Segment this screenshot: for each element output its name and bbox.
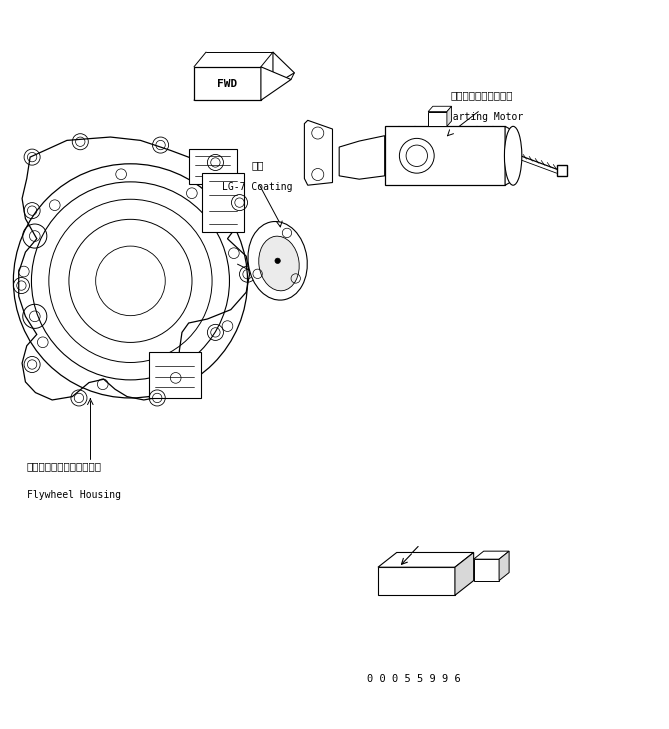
Polygon shape — [455, 553, 474, 596]
Polygon shape — [447, 106, 452, 126]
Polygon shape — [19, 137, 250, 400]
Bar — [194, 67, 261, 101]
Bar — [474, 559, 499, 580]
Polygon shape — [428, 106, 452, 112]
Text: Starting Motor: Starting Motor — [441, 112, 522, 122]
Bar — [378, 567, 455, 596]
Bar — [557, 165, 567, 176]
Ellipse shape — [504, 126, 522, 185]
Text: LG-7 Coating: LG-7 Coating — [222, 182, 293, 192]
Text: フライホイールハウジング: フライホイールハウジング — [27, 461, 102, 472]
Bar — [428, 112, 447, 126]
Bar — [149, 352, 201, 398]
Bar — [189, 149, 237, 184]
Polygon shape — [499, 551, 509, 580]
Text: FWD: FWD — [217, 79, 237, 88]
Polygon shape — [304, 120, 332, 185]
Polygon shape — [505, 126, 517, 185]
Text: 塗布: 塗布 — [252, 160, 264, 171]
Ellipse shape — [248, 222, 307, 300]
Polygon shape — [273, 52, 294, 85]
Bar — [202, 174, 244, 232]
Polygon shape — [378, 553, 474, 567]
Polygon shape — [261, 67, 291, 101]
Ellipse shape — [259, 236, 299, 291]
Text: スターティングモータ: スターティングモータ — [450, 90, 513, 101]
Polygon shape — [474, 551, 509, 559]
Text: Flywheel Housing: Flywheel Housing — [27, 490, 121, 499]
Circle shape — [275, 258, 280, 263]
Bar — [385, 126, 505, 185]
Text: 0 0 0 5 5 9 9 6: 0 0 0 5 5 9 9 6 — [367, 674, 460, 685]
Polygon shape — [339, 136, 385, 179]
